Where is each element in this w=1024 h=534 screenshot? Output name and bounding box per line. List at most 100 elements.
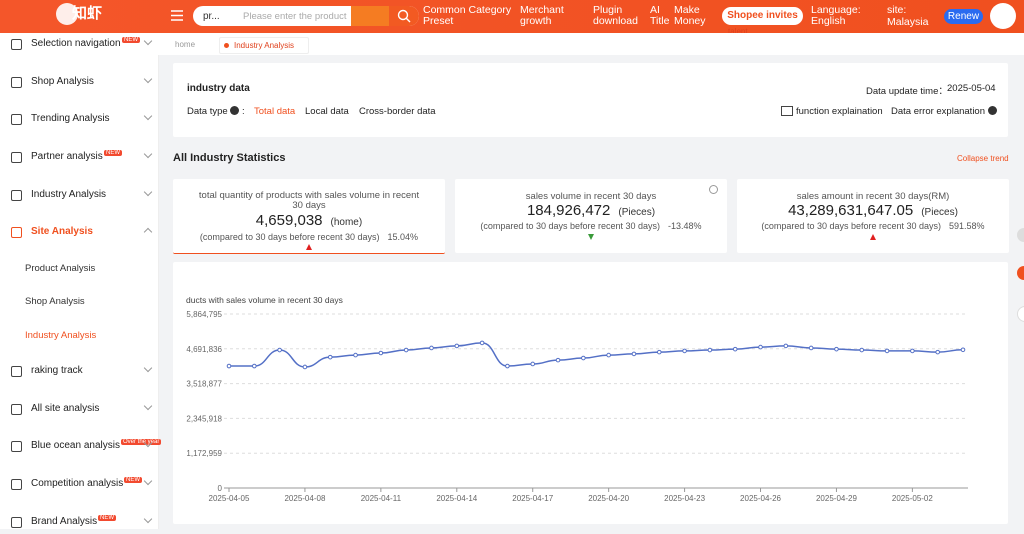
stat-value: 4,659,038 xyxy=(255,212,323,229)
chevron[interactable] xyxy=(143,363,153,373)
nav-item[interactable]: Competition analysis xyxy=(31,478,124,489)
section-title: All Industry Statistics xyxy=(173,152,286,164)
nav-item[interactable]: AI Title xyxy=(650,4,670,27)
chart-card: ducts with sales volume in recent 30 day… xyxy=(173,262,1008,524)
stat-change: 591.58% xyxy=(949,221,985,231)
stat-unit: (home) xyxy=(330,217,363,228)
tab-active[interactable]: Industry Analysis xyxy=(219,37,310,54)
stat-card[interactable] xyxy=(737,179,1009,253)
float-button[interactable] xyxy=(1017,228,1024,242)
collapse-link[interactable]: Collapse trend xyxy=(957,154,1009,163)
chevron[interactable] xyxy=(143,36,153,46)
stat-label: sales amount in recent 30 days(RM) xyxy=(796,191,950,202)
filter-card xyxy=(173,63,1008,137)
chevron[interactable] xyxy=(143,476,153,486)
update-label: Data update time： xyxy=(866,86,948,97)
sub-item[interactable]: Shop Analysis xyxy=(25,296,85,307)
chevron[interactable] xyxy=(143,401,153,411)
help-icon[interactable] xyxy=(709,185,718,194)
data-point xyxy=(555,357,561,363)
nav-item[interactable]: Trending Analysis xyxy=(31,113,110,124)
nav-item[interactable]: Partner analysis xyxy=(31,151,103,162)
nav-item[interactable]: Common Category Preset xyxy=(423,4,512,27)
renew-button[interactable]: Renew xyxy=(944,9,983,24)
data-point xyxy=(479,340,485,346)
arrow-up xyxy=(870,234,876,240)
tab[interactable]: home xyxy=(175,40,196,49)
nav-item[interactable]: Merchant growth xyxy=(520,4,564,27)
stat-compare: (compared to 30 days before recent 30 da… xyxy=(199,232,380,242)
data-point xyxy=(327,354,333,360)
sub-item[interactable]: Product Analysis xyxy=(25,263,96,274)
option-active[interactable]: Total data xyxy=(254,106,296,117)
translate-button[interactable] xyxy=(351,6,389,26)
x-tick-label: 2025-04-20 xyxy=(588,494,629,503)
nav-item[interactable]: raking track xyxy=(31,365,83,376)
search-prefix[interactable]: pr... xyxy=(203,11,220,22)
chart: ducts with sales volume in recent 30 day… xyxy=(186,295,968,503)
nav-item[interactable]: Make Money xyxy=(674,4,706,27)
chevron[interactable] xyxy=(143,227,153,237)
x-tick-label: 2025-04-05 xyxy=(209,494,250,503)
nav-icon xyxy=(11,39,22,50)
stat-card[interactable] xyxy=(173,179,445,254)
nav-item[interactable]: Selection navigation xyxy=(31,38,121,49)
data-point xyxy=(581,355,586,361)
float-button[interactable] xyxy=(1017,266,1024,280)
chevron[interactable] xyxy=(143,111,153,121)
nav-item[interactable]: Site Analysis xyxy=(31,226,93,237)
site[interactable]: Malaysia xyxy=(887,16,929,28)
help-icon[interactable] xyxy=(230,106,239,115)
function-link[interactable]: function explaination xyxy=(796,106,883,117)
help-icon[interactable] xyxy=(988,106,997,115)
chevron[interactable] xyxy=(143,514,153,524)
nav-badge: Over the year xyxy=(120,439,162,458)
nav-item[interactable]: Shop Analysis xyxy=(31,76,94,87)
data-point xyxy=(226,363,232,369)
float-button[interactable] xyxy=(1017,306,1024,322)
update-value: 2025-05-04 xyxy=(947,83,996,94)
nav-item[interactable]: All site analysis xyxy=(31,403,100,414)
stat-compare-row: (compared to 30 days before recent 30 da… xyxy=(737,221,1009,231)
data-point xyxy=(859,347,865,353)
search-placeholder[interactable]: Please enter the product ID xyxy=(243,11,349,22)
data-point xyxy=(378,350,384,356)
nav-item[interactable]: Plugin download xyxy=(593,4,638,27)
option[interactable]: Local data xyxy=(305,106,349,117)
search-button[interactable] xyxy=(389,6,419,26)
sidebar: Selection navigation NEW Shop Analysis Tren… xyxy=(0,33,162,529)
data-point xyxy=(834,346,839,352)
option[interactable]: Cross-border data xyxy=(359,106,436,117)
nav-item[interactable]: Blue ocean analysis xyxy=(31,440,120,451)
header: 知虾 pr... Please enter the product ID Com… xyxy=(0,0,1024,33)
function-icon xyxy=(781,106,793,116)
arrow-up xyxy=(306,244,312,250)
chevron[interactable] xyxy=(143,149,153,159)
data-point xyxy=(429,345,434,351)
stat-change: 15.04% xyxy=(387,232,419,242)
data-point xyxy=(353,352,358,358)
stat-compare: (compared to 30 days before recent 30 da… xyxy=(480,221,661,231)
avatar[interactable] xyxy=(990,3,1016,29)
nav-icon xyxy=(11,227,22,238)
nav-icon xyxy=(11,190,22,201)
data-point xyxy=(454,343,460,349)
data-point xyxy=(505,363,510,369)
search-icon xyxy=(397,9,411,23)
tab-bar xyxy=(158,33,1024,55)
nav-item[interactable]: Brand Analysis xyxy=(31,516,98,527)
language[interactable]: English xyxy=(811,15,846,27)
menu-icon[interactable] xyxy=(171,10,183,21)
logo[interactable]: 知虾 xyxy=(72,5,103,22)
filter-title: industry data xyxy=(187,83,250,94)
error-link[interactable]: Data error explanation xyxy=(891,106,985,117)
invite-button[interactable]: Shopee invites xyxy=(722,7,803,25)
badge: NEW xyxy=(98,515,116,521)
nav-item[interactable]: Industry Analysis xyxy=(31,189,107,200)
chevron[interactable] xyxy=(143,74,153,84)
stat-card[interactable] xyxy=(455,179,727,253)
data-type-sep: : xyxy=(242,106,245,117)
sub-item[interactable]: Industry Analysis xyxy=(25,330,97,341)
data-point xyxy=(960,347,966,353)
chevron[interactable] xyxy=(143,187,153,197)
